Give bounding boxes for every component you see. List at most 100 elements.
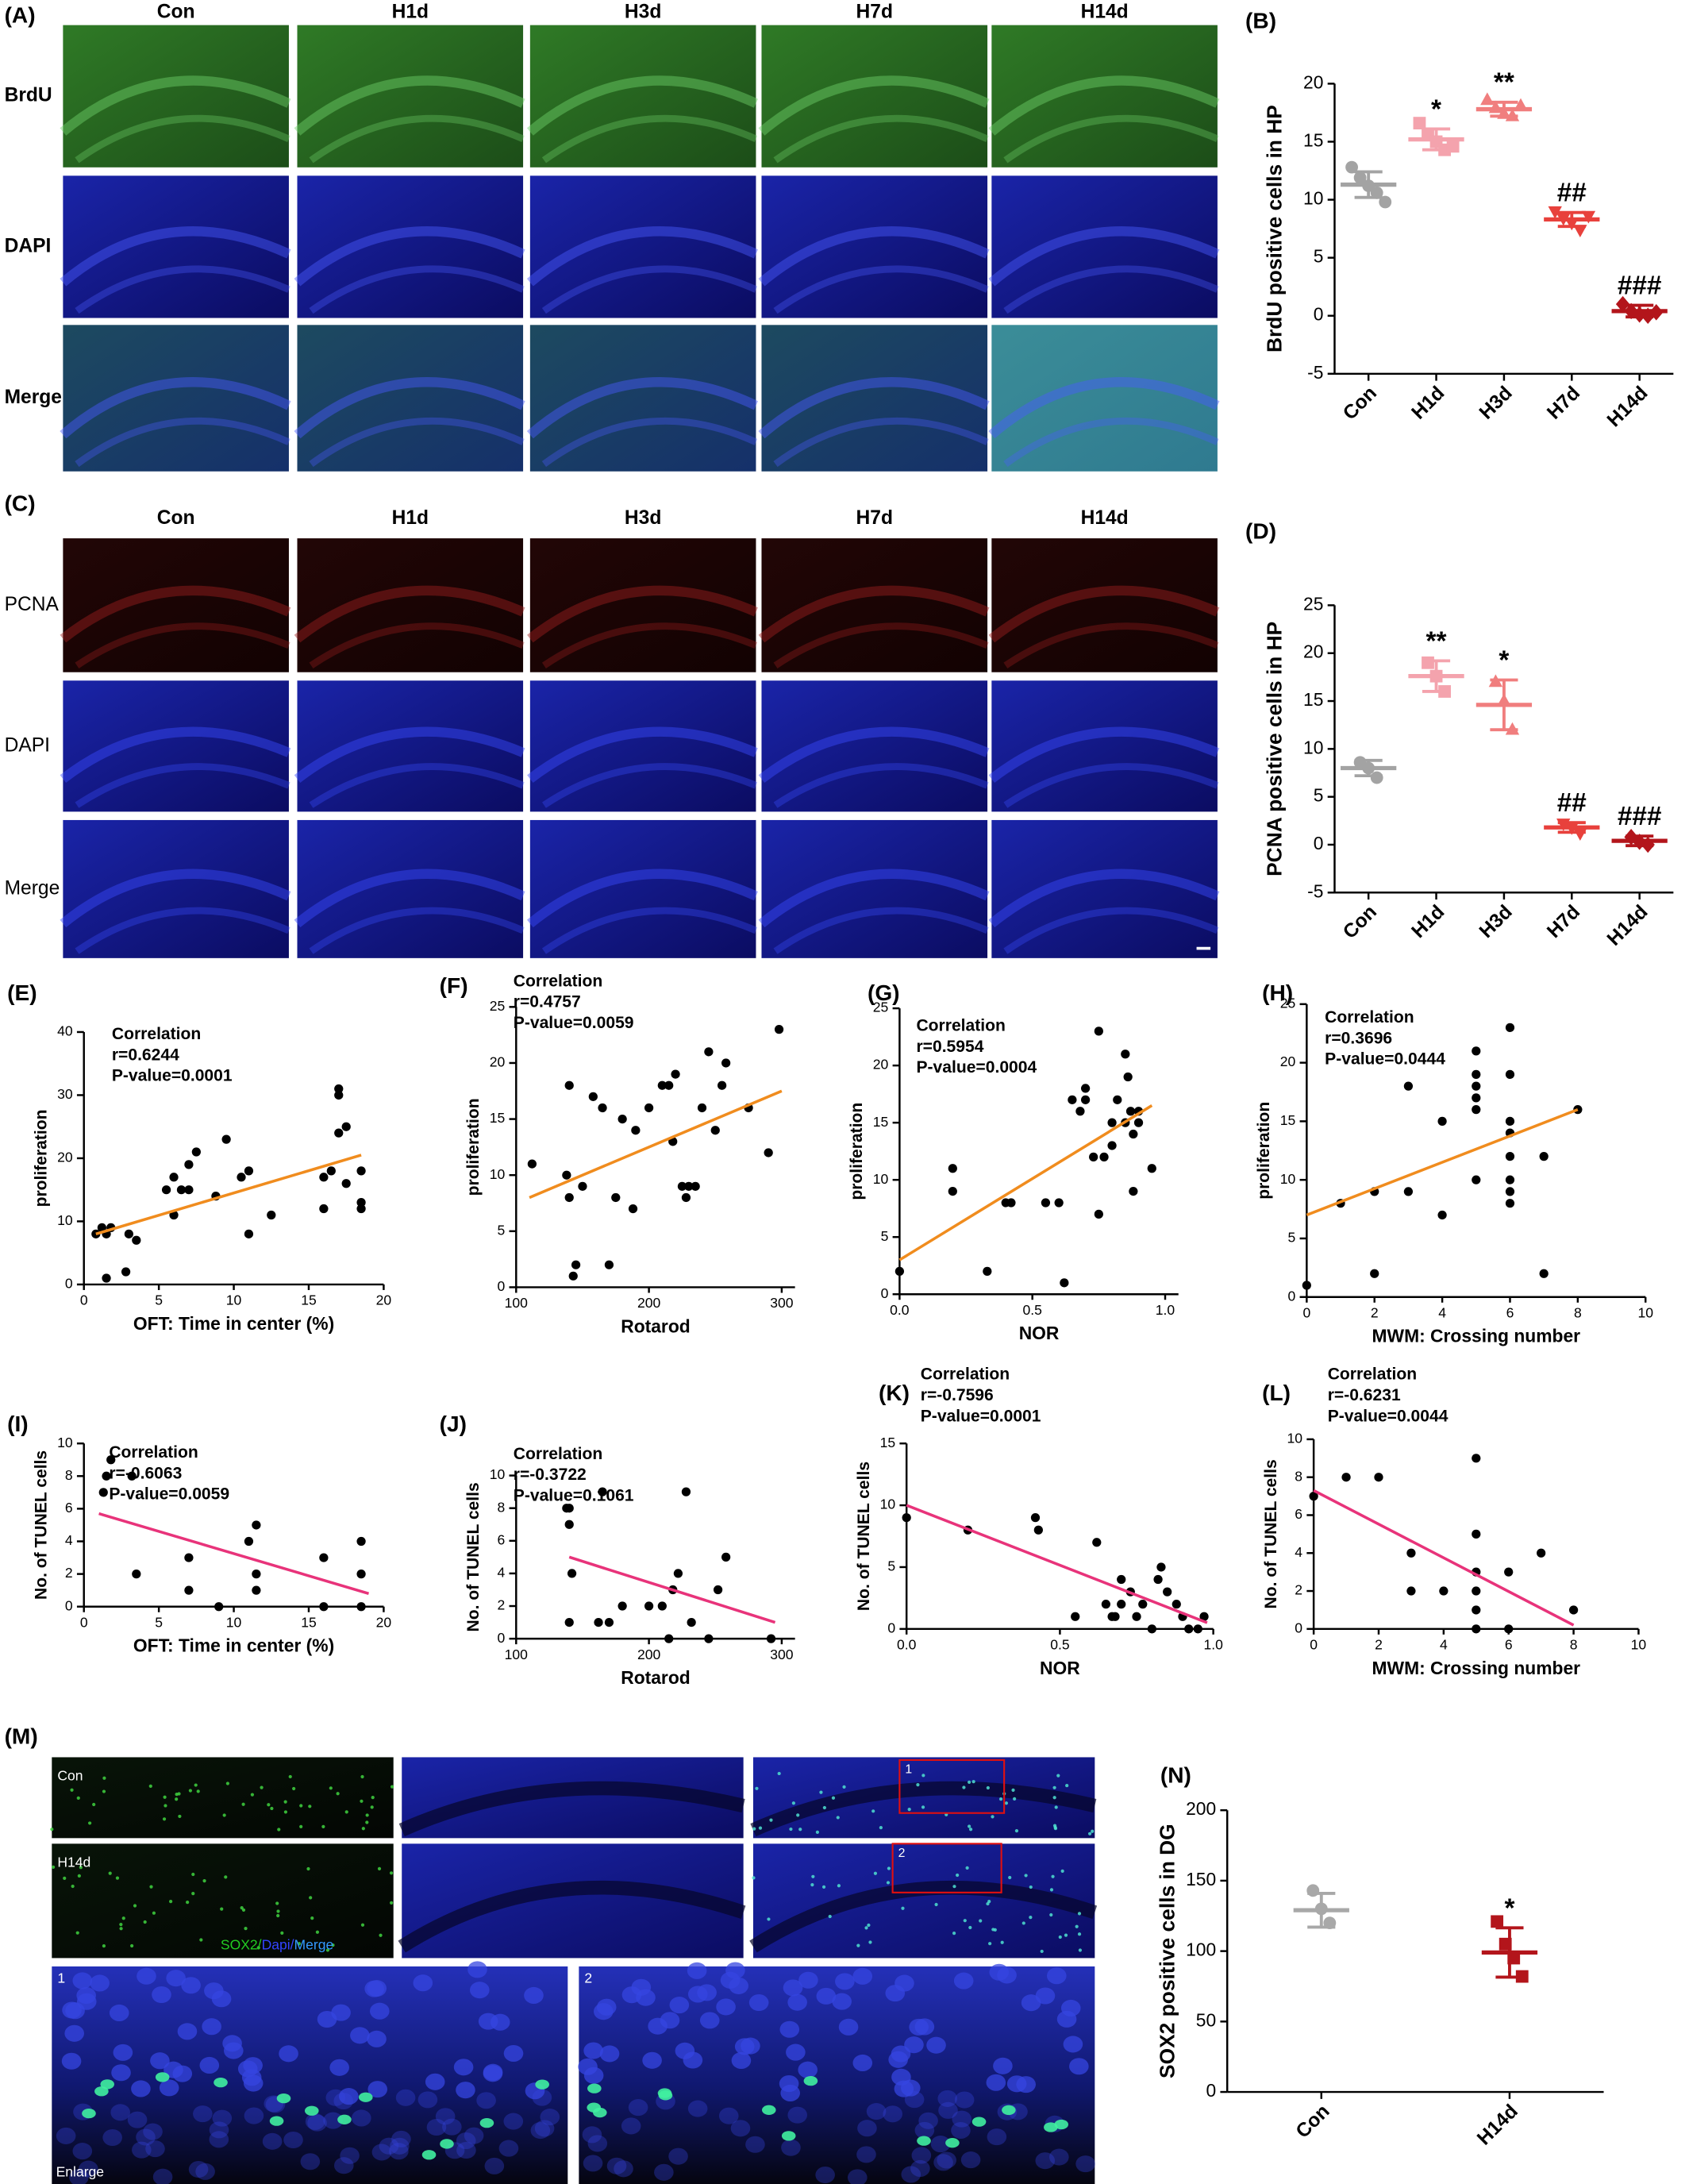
micrograph: [761, 538, 988, 672]
y-tick-label: 5: [881, 1228, 889, 1244]
tissue-band: [988, 377, 1220, 439]
nucleus: [181, 1977, 201, 1994]
nucleus: [56, 2127, 76, 2144]
data-point: [764, 1148, 773, 1157]
cell-dot: [879, 1826, 883, 1830]
data-point: [176, 1185, 187, 1195]
cell-dot: [267, 1803, 271, 1807]
cell-dot: [1065, 1783, 1069, 1788]
x-tick-label: 0.0: [897, 1637, 917, 1653]
data-point: [124, 1229, 133, 1238]
stain-legend-item: Dapi/: [262, 1936, 294, 1952]
cell-dot: [329, 1786, 333, 1790]
cell-dot: [102, 1944, 106, 1948]
cell-dot: [1087, 1832, 1092, 1835]
data-point: [1123, 1072, 1133, 1082]
nucleus: [540, 2109, 560, 2126]
tissue-band: [1003, 114, 1219, 164]
cell-dot: [270, 1806, 274, 1811]
x-tick-label: 4: [1438, 1304, 1446, 1320]
cell-dot: [1060, 1869, 1064, 1873]
cell-dot: [121, 1916, 125, 1920]
cell-dot: [1077, 1912, 1082, 1916]
cell-dot: [921, 1774, 925, 1778]
x-tick-label: H14d: [1473, 2101, 1522, 2150]
y-tick-label: 2: [65, 1565, 73, 1581]
x-tick-label: H7d: [1543, 901, 1584, 942]
significance-label: *: [1431, 94, 1441, 124]
cell-dot: [1049, 1912, 1053, 1917]
cell-dot: [276, 1909, 280, 1913]
cell-dot: [873, 1871, 878, 1875]
y-axis-label: SOX2 positive cells in DG: [1155, 1824, 1179, 2078]
y-tick-label: 15: [490, 1110, 506, 1126]
data-point: [1624, 302, 1638, 320]
nucleus: [1035, 1987, 1056, 2005]
y-tick-label: 100: [1186, 1939, 1216, 1960]
cell-dot: [377, 1866, 382, 1871]
cell-dot: [63, 1876, 67, 1880]
tissue-band: [398, 1781, 745, 1837]
row-label: Merge: [5, 877, 60, 899]
nucleus: [883, 2105, 903, 2123]
nucleus: [621, 2117, 641, 2135]
cell-dot: [371, 1796, 375, 1800]
nucleus: [783, 1979, 803, 1997]
nucleus: [583, 2042, 603, 2059]
data-point: [356, 1569, 366, 1579]
stat-annotation: P-value=0.0059: [514, 1014, 634, 1032]
column-label: Con: [157, 1, 195, 22]
nucleus: [718, 2107, 739, 2124]
data-point: [664, 1634, 674, 1643]
y-tick-label: 25: [873, 1000, 889, 1015]
cell-dot: [79, 1866, 83, 1870]
y-tick-label: 10: [1303, 188, 1323, 209]
nucleus: [1035, 2152, 1056, 2170]
x-axis-label: MWM: Crossing number: [1372, 1658, 1581, 1678]
y-tick-label: 0: [1295, 1620, 1302, 1635]
stain-legend-item: Merge: [294, 1936, 334, 1952]
row-label: H14d: [57, 1855, 90, 1870]
cell-dot: [1013, 1797, 1017, 1801]
data-point: [1099, 1152, 1109, 1161]
x-tick-label: 0: [80, 1614, 88, 1630]
data-point: [1117, 1574, 1126, 1585]
nucleus: [152, 1986, 171, 2004]
nucleus: [798, 1971, 818, 1989]
data-point: [721, 1058, 731, 1068]
y-axis-label: proliferation: [1255, 1102, 1273, 1200]
y-tick-label: -5: [1307, 362, 1323, 383]
data-point: [1499, 1937, 1512, 1951]
row-label: BrdU: [5, 85, 52, 106]
data-point: [717, 1080, 727, 1090]
data-point: [1089, 1152, 1098, 1161]
nucleus: [456, 2082, 475, 2099]
nucleus: [930, 2136, 951, 2153]
nucleus: [780, 2084, 801, 2102]
cell-dot: [991, 1928, 995, 1932]
data-point: [244, 1229, 254, 1238]
panel-label: (D): [1245, 518, 1276, 543]
cell-dot: [769, 1818, 773, 1822]
cell-dot: [868, 1940, 872, 1944]
micrograph: [991, 325, 1218, 472]
cell-dot: [998, 1797, 1003, 1801]
zoom-box-label: 2: [898, 1847, 906, 1860]
data-point: [1075, 1107, 1085, 1116]
nucleus: [370, 2002, 390, 2020]
cell-dot: [1021, 1921, 1025, 1925]
cell-dot: [828, 1914, 832, 1919]
data-point: [578, 1181, 587, 1191]
x-tick-label: 8: [1574, 1304, 1582, 1320]
data-point: [341, 1122, 351, 1131]
data-point: [1110, 1612, 1120, 1621]
sox2-cell: [761, 2105, 776, 2115]
data-point: [1472, 1105, 1481, 1115]
cell-dot: [967, 1780, 971, 1784]
cell-dot: [389, 1901, 394, 1905]
cell-dot: [299, 1824, 303, 1829]
nucleus: [279, 2045, 298, 2063]
cell-dot: [1077, 1932, 1082, 1936]
cell-dot: [194, 1783, 198, 1787]
nucleus: [654, 2163, 674, 2181]
